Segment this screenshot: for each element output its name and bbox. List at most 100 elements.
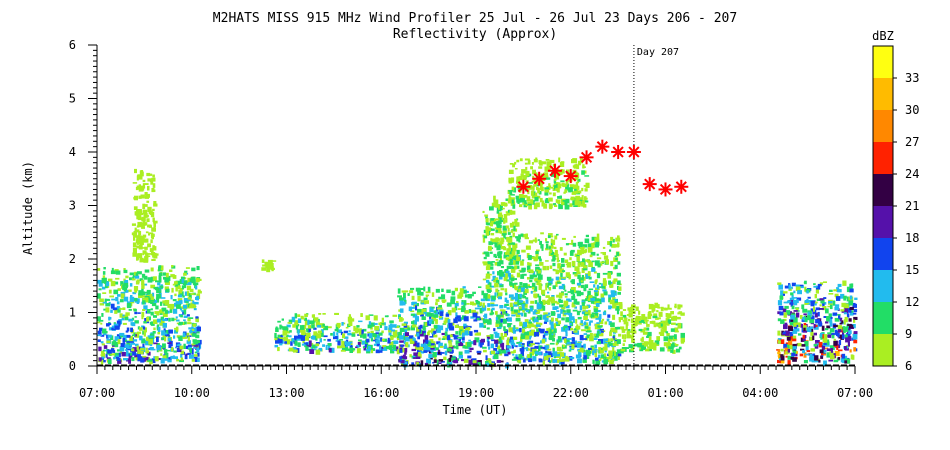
reflectivity-cell — [509, 336, 513, 342]
reflectivity-cell — [804, 353, 809, 356]
reflectivity-cell — [492, 271, 495, 275]
reflectivity-cell — [779, 295, 784, 300]
reflectivity-cell — [544, 189, 550, 193]
reflectivity-cell — [598, 318, 601, 323]
reflectivity-cell — [667, 341, 670, 343]
reflectivity-cell — [820, 355, 824, 359]
reflectivity-cell — [134, 311, 138, 315]
reflectivity-cell — [139, 348, 145, 351]
reflectivity-cell — [486, 222, 492, 226]
reflectivity-cell — [401, 290, 407, 293]
reflectivity-cell — [677, 304, 681, 310]
reflectivity-cell — [327, 343, 332, 346]
reflectivity-cell — [143, 321, 147, 324]
reflectivity-cell — [591, 236, 597, 241]
reflectivity-cell — [168, 344, 172, 348]
reflectivity-cell — [786, 344, 791, 350]
reflectivity-cell — [418, 325, 422, 328]
reflectivity-cell — [593, 284, 596, 288]
reflectivity-cell — [834, 293, 839, 298]
reflectivity-cell — [826, 348, 832, 352]
reflectivity-cell — [533, 274, 537, 278]
reflectivity-cell — [853, 347, 857, 352]
reflectivity-cell — [615, 302, 619, 306]
reflectivity-cell — [507, 314, 510, 317]
reflectivity-cell — [429, 357, 433, 360]
reflectivity-cell — [538, 180, 543, 185]
reflectivity-cell — [819, 321, 822, 324]
reflectivity-cell — [777, 300, 783, 306]
reflectivity-cell — [536, 249, 540, 252]
reflectivity-cell — [663, 336, 668, 342]
reflectivity-cell — [609, 241, 613, 247]
reflectivity-cell — [505, 254, 510, 257]
reflectivity-cell — [565, 317, 569, 323]
reflectivity-cell — [590, 251, 596, 256]
reflectivity-cell — [585, 298, 588, 302]
reflectivity-cell — [178, 289, 181, 295]
reflectivity-cell — [526, 265, 531, 271]
reflectivity-cell — [99, 298, 104, 303]
reflectivity-cell — [530, 166, 533, 170]
reflectivity-cell — [482, 234, 485, 238]
reflectivity-cell — [311, 323, 315, 329]
reflectivity-cell — [129, 283, 133, 287]
reflectivity-cell — [433, 348, 436, 351]
reflectivity-cell — [576, 271, 581, 274]
reflectivity-cell — [570, 287, 576, 293]
reflectivity-cell — [448, 322, 453, 328]
reflectivity-cell — [482, 346, 487, 349]
reflectivity-cell — [130, 301, 135, 304]
reflectivity-cell — [487, 303, 491, 307]
reflectivity-cell — [542, 265, 547, 271]
reflectivity-cell — [596, 341, 601, 345]
reflectivity-cell — [141, 216, 146, 222]
reflectivity-cell — [600, 261, 605, 264]
reflectivity-cell — [110, 303, 115, 309]
reflectivity-cell — [169, 308, 173, 313]
reflectivity-cell — [160, 301, 163, 306]
reflectivity-cell — [153, 319, 158, 324]
reflectivity-cell — [527, 160, 531, 165]
reflectivity-cell — [162, 300, 165, 304]
reflectivity-cell — [631, 323, 636, 329]
reflectivity-cell — [596, 257, 602, 260]
reflectivity-cell — [573, 331, 578, 333]
reflectivity-cell — [493, 328, 496, 332]
reflectivity-cell — [638, 316, 641, 322]
reflectivity-cell — [588, 350, 592, 355]
reflectivity-cell — [603, 291, 608, 296]
reflectivity-cell — [803, 327, 806, 331]
reflectivity-cell — [667, 319, 672, 324]
reflectivity-cell — [559, 349, 563, 352]
reflectivity-cell — [560, 309, 565, 314]
reflectivity-cell — [833, 340, 838, 346]
reflectivity-cell — [427, 286, 431, 292]
reflectivity-cell — [515, 354, 518, 359]
reflectivity-cell — [539, 197, 543, 203]
reflectivity-cell — [540, 305, 546, 311]
reflectivity-cell — [412, 313, 418, 318]
reflectivity-cell — [174, 293, 177, 297]
y-tick-label: 6 — [69, 38, 76, 52]
reflectivity-cell — [799, 353, 803, 357]
reflectivity-cell — [572, 318, 575, 323]
reflectivity-cell — [162, 272, 166, 276]
reflectivity-cell — [587, 271, 591, 277]
reflectivity-cell — [630, 318, 635, 324]
reflectivity-cell — [576, 311, 580, 316]
reflectivity-cell — [499, 283, 503, 285]
reflectivity-cell — [146, 172, 151, 177]
reflectivity-cell — [830, 316, 833, 319]
reflectivity-cell — [504, 303, 509, 306]
reflectivity-cell — [332, 331, 336, 337]
reflectivity-cell — [193, 346, 197, 349]
reflectivity-cell — [549, 329, 552, 335]
reflectivity-cell — [784, 347, 788, 352]
reflectivity-cell — [506, 339, 510, 346]
reflectivity-cell — [444, 331, 448, 336]
reflectivity-cell — [126, 340, 130, 346]
reflectivity-cell — [468, 350, 472, 353]
reflectivity-cell — [516, 159, 520, 163]
